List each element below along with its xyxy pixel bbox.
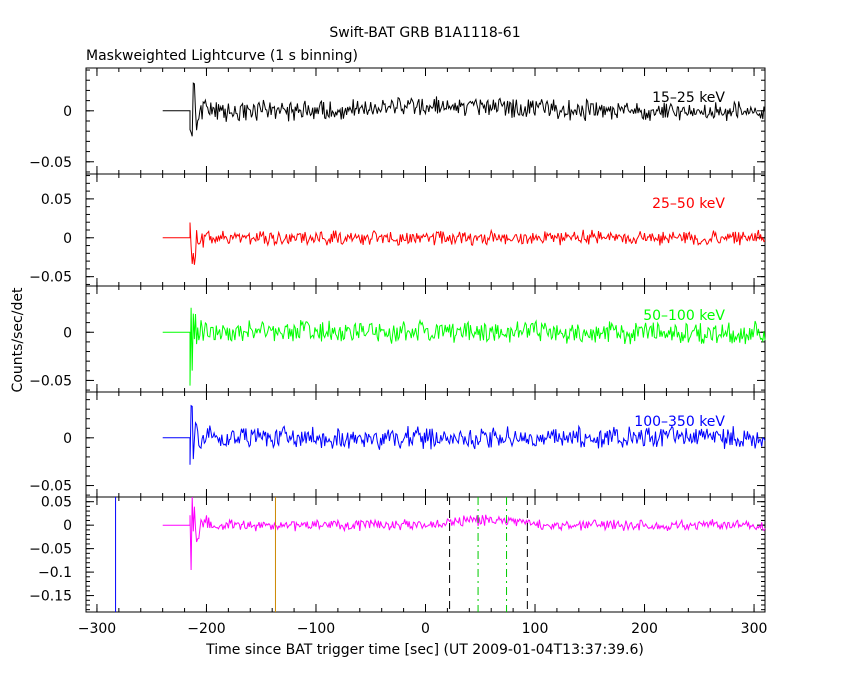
panel-frame: [85, 285, 766, 393]
x-tick-label: −200: [187, 621, 225, 637]
series-line-2: [162, 222, 766, 265]
panel-frame: [85, 67, 766, 175]
panel-4: 0 −0.05 100–350 keV: [29, 391, 766, 498]
panel-energy-label: 25–50 keV: [652, 196, 725, 212]
y-tick-label: 0.05: [41, 192, 72, 208]
y-tick-label: 0.05: [41, 495, 72, 511]
x-tick-label: −100: [297, 621, 335, 637]
y-tick-label: −0.05: [29, 155, 72, 171]
panel-energy-label: 15–25 keV: [652, 90, 725, 106]
series-line-3: [162, 307, 766, 386]
y-tick-label: 0: [63, 231, 72, 247]
y-tick-label: −0.05: [29, 270, 72, 286]
x-tick-label: 300: [741, 621, 768, 637]
y-tick-label: 0: [63, 104, 72, 120]
panel-1: 0 −0.05 15–25 keV: [29, 67, 766, 175]
panel-frame: [85, 391, 766, 498]
x-tick-label: 0: [421, 621, 430, 637]
series-line-5: [162, 496, 766, 571]
y-tick-label: −0.05: [29, 479, 72, 495]
x-axis-label: Time since BAT trigger time [sec] (UT 20…: [205, 642, 644, 658]
y-tick-label: −0.05: [29, 542, 72, 558]
y-tick-label: 0: [63, 518, 72, 534]
panel-3: 0 −0.05 50–100 keV: [29, 285, 766, 393]
panel-energy-label: 100–350 keV: [634, 414, 725, 430]
y-tick-label: −0.05: [29, 373, 72, 389]
x-axis: −300 −200 −100 0 100 200 300: [78, 621, 768, 637]
x-tick-label: −300: [78, 621, 116, 637]
y-tick-label: 0: [63, 431, 72, 447]
panel-5: 0.05 0 −0.05 −0.1 −0.15: [29, 495, 766, 613]
panel-frame: [85, 173, 766, 287]
chart-subtitle: Maskweighted Lightcurve (1 s binning): [86, 48, 358, 64]
chart-title: Swift-BAT GRB B1A1118-61: [329, 25, 520, 41]
y-tick-label: −0.1: [38, 565, 72, 581]
x-tick-label: 100: [522, 621, 549, 637]
y-tick-label: −0.15: [29, 589, 72, 605]
series-line-1: [162, 82, 766, 137]
series-line-4: [162, 404, 766, 465]
panel-2: 0.05 0 −0.05 25–50 keV: [29, 173, 766, 287]
panel-frame: [85, 496, 766, 613]
y-tick-label: 0: [63, 325, 72, 341]
panels-group: 0 −0.05 15–25 keV 0.05 0 −0.05 25–50 keV 0 −0.05…: [29, 67, 766, 613]
panel-energy-label: 50–100 keV: [643, 308, 725, 324]
y-axis-label: Counts/sec/det: [10, 287, 26, 392]
x-tick-label: 200: [631, 621, 658, 637]
